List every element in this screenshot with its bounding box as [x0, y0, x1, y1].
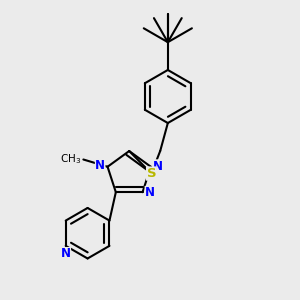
Text: N: N — [145, 186, 155, 199]
Text: N: N — [95, 159, 105, 172]
Text: N: N — [153, 160, 163, 173]
Text: N: N — [61, 247, 71, 260]
Text: S: S — [147, 167, 156, 180]
Text: CH$_3$: CH$_3$ — [60, 153, 81, 166]
